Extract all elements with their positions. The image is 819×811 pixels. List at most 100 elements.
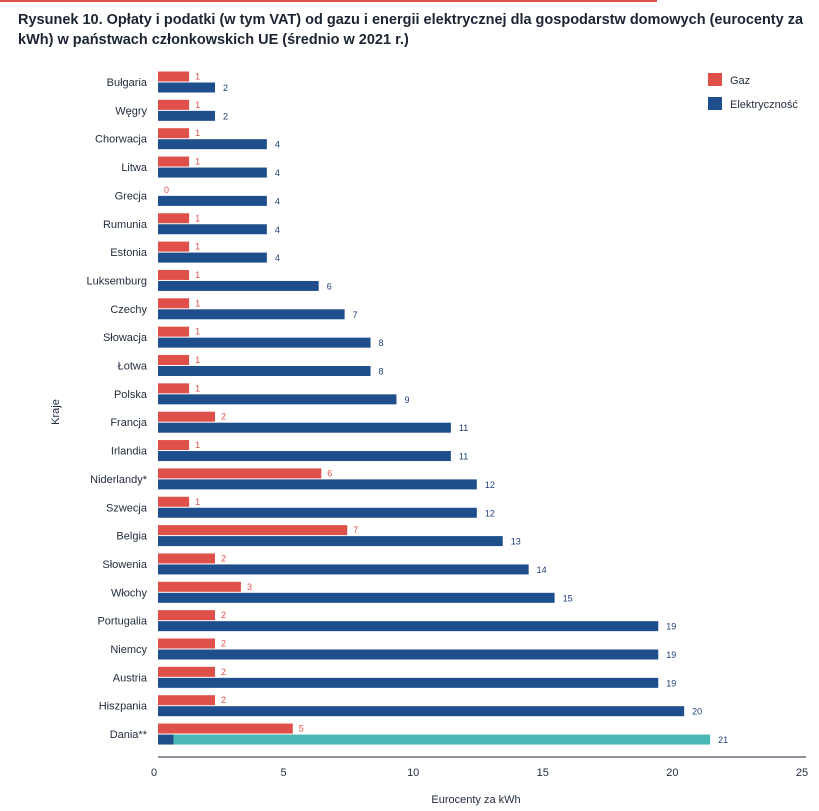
- bar-gas-węgry: [158, 99, 190, 110]
- value-label-gas-estonia: 1: [195, 242, 200, 252]
- value-label-gas-szwecja: 1: [195, 497, 200, 507]
- value-label-gas-dania: 5: [299, 724, 304, 734]
- value-label-electricity-niderlandy: 12: [485, 480, 495, 490]
- bar-electricity-rumunia: [158, 224, 267, 235]
- category-label-niemcy: Niemcy: [110, 644, 147, 656]
- bar-electricity-łotwa: [158, 366, 371, 376]
- bar-gas-bułgaria: [158, 71, 190, 82]
- bar-electricity-litwa: [158, 167, 267, 178]
- category-label-francja: Francja: [110, 417, 148, 429]
- value-label-electricity-rumunia: 4: [275, 225, 280, 235]
- category-label-portugalia: Portugalia: [97, 616, 147, 628]
- value-label-electricity-litwa: 4: [275, 168, 280, 178]
- value-label-electricity-czechy: 7: [353, 310, 358, 320]
- value-label-electricity-bułgaria: 2: [223, 83, 228, 93]
- category-label-bułgaria: Bułgaria: [107, 77, 148, 89]
- bar-electricity-dania: [158, 734, 174, 745]
- legend-swatch-gas: [708, 73, 722, 86]
- value-label-gas-węgry: 1: [195, 100, 200, 110]
- value-label-gas-portugalia: 2: [221, 610, 226, 620]
- category-label-austria: Austria: [113, 672, 148, 684]
- bar-gas-rumunia: [158, 213, 190, 224]
- value-label-electricity-polska: 9: [404, 395, 409, 405]
- category-label-chorwacja: Chorwacja: [95, 134, 148, 146]
- legend: Gaz Elektryczność: [708, 73, 798, 111]
- bar-electricity-węgry: [158, 110, 216, 121]
- bar-gas-litwa: [158, 156, 190, 167]
- bar-gas-łotwa: [158, 355, 190, 365]
- category-label-irlandia: Irlandia: [111, 446, 148, 458]
- value-label-gas-chorwacja: 1: [195, 128, 200, 138]
- x-axis-label: Eurocenty za kWh: [431, 794, 520, 806]
- value-label-electricity-słowenia: 14: [537, 565, 547, 575]
- value-label-gas-austria: 2: [221, 667, 226, 677]
- category-label-litwa: Litwa: [121, 162, 148, 174]
- value-label-electricity-estonia: 4: [275, 253, 280, 263]
- value-label-gas-hiszpania: 2: [221, 695, 226, 705]
- bars-layer: Bułgaria12Węgry12Chorwacja14Litwa14Grecj…: [86, 71, 728, 745]
- bar-gas-luksemburg: [158, 269, 190, 280]
- value-label-gas-francja: 2: [221, 412, 226, 422]
- bar-electricity-highlight-dania: [173, 734, 711, 745]
- value-label-gas-rumunia: 1: [195, 213, 200, 223]
- value-label-electricity-hiszpania: 20: [692, 707, 702, 717]
- bar-electricity-portugalia: [158, 621, 659, 632]
- category-label-włochy: Włochy: [111, 587, 148, 599]
- bar-gas-polska: [158, 383, 190, 394]
- bar-electricity-polska: [158, 394, 397, 405]
- value-label-electricity-łotwa: 8: [379, 367, 384, 377]
- bar-electricity-słowenia: [158, 564, 529, 575]
- value-label-gas-łotwa: 1: [195, 355, 200, 365]
- category-label-szwecja: Szwecja: [106, 502, 148, 514]
- bar-gas-belgia: [158, 525, 348, 536]
- bar-gas-niemcy: [158, 638, 216, 649]
- bar-electricity-luksemburg: [158, 280, 319, 291]
- x-tick-label-0: 0: [151, 767, 157, 779]
- value-label-gas-grecja: 0: [164, 185, 169, 195]
- category-label-hiszpania: Hiszpania: [99, 701, 148, 713]
- bar-gas-chorwacja: [158, 128, 190, 139]
- category-label-słowenia: Słowenia: [102, 559, 148, 571]
- category-label-rumunia: Rumunia: [103, 219, 148, 231]
- value-label-electricity-chorwacja: 4: [275, 140, 280, 150]
- bar-gas-niderlandy: [158, 468, 322, 479]
- bar-gas-austria: [158, 666, 216, 677]
- bar-electricity-grecja: [158, 195, 267, 206]
- x-tick-label-20: 20: [666, 767, 678, 779]
- bar-electricity-niderlandy: [158, 479, 477, 490]
- bar-gas-portugalia: [158, 610, 216, 621]
- value-label-gas-luksemburg: 1: [195, 270, 200, 280]
- value-label-gas-polska: 1: [195, 383, 200, 393]
- bar-electricity-bułgaria: [158, 82, 216, 93]
- value-label-gas-włochy: 3: [247, 582, 252, 592]
- bar-electricity-hiszpania: [158, 706, 685, 717]
- value-label-electricity-francja: 11: [459, 423, 468, 433]
- value-label-gas-niemcy: 2: [221, 639, 226, 649]
- value-label-gas-niderlandy: 6: [327, 468, 332, 478]
- category-label-łotwa: Łotwa: [118, 361, 148, 373]
- x-tick-labels: 0 5 10 15 20 25: [151, 767, 808, 779]
- title-accent-rule: [0, 0, 657, 2]
- category-label-czechy: Czechy: [110, 304, 147, 316]
- value-label-electricity-austria: 19: [666, 678, 676, 688]
- value-label-gas-bułgaria: 1: [195, 72, 200, 82]
- bar-gas-dania: [158, 723, 293, 734]
- category-label-słowacja: Słowacja: [103, 332, 148, 344]
- bar-gas-estonia: [158, 241, 190, 252]
- bar-electricity-francja: [158, 422, 451, 433]
- value-label-electricity-portugalia: 19: [666, 622, 676, 632]
- bar-electricity-chorwacja: [158, 139, 267, 150]
- value-label-electricity-szwecja: 12: [485, 508, 495, 518]
- category-label-grecja: Grecja: [115, 190, 148, 202]
- value-label-gas-słowenia: 2: [221, 553, 226, 563]
- bar-electricity-niemcy: [158, 649, 659, 660]
- bar-gas-słowenia: [158, 553, 216, 564]
- category-label-belgia: Belgia: [116, 531, 147, 543]
- bar-gas-hiszpania: [158, 695, 216, 706]
- x-tick-label-5: 5: [281, 767, 287, 779]
- value-label-gas-belgia: 7: [353, 525, 358, 535]
- value-label-gas-czechy: 1: [195, 298, 200, 308]
- value-label-electricity-słowacja: 8: [379, 338, 384, 348]
- y-axis-label: Kraje: [50, 399, 62, 425]
